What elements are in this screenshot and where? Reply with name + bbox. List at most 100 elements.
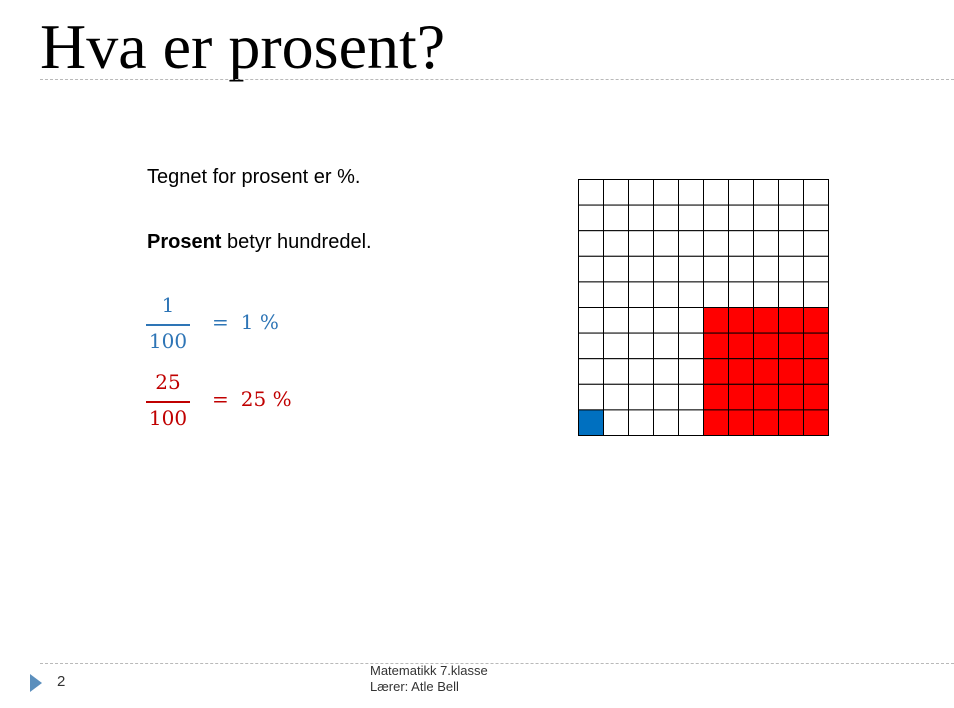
slide-title: Hva er prosent?	[40, 11, 446, 82]
grid-cell	[653, 307, 679, 334]
grid-cell	[628, 179, 654, 206]
keyword-prosent: Prosent	[147, 231, 222, 253]
grid-cell	[753, 409, 779, 436]
grid-cell	[578, 409, 604, 436]
equation-result-group: = 1 %	[212, 310, 279, 334]
grid-cell	[728, 204, 754, 232]
grid-cell	[628, 204, 654, 232]
grid-cell	[728, 255, 754, 283]
grid-cell	[703, 358, 729, 385]
equation-result: 25 %	[240, 387, 292, 411]
grid-cell	[728, 358, 754, 385]
grid-cell	[753, 204, 779, 232]
grid-cell	[578, 332, 604, 360]
grid-cell	[778, 307, 804, 334]
grid-cell	[778, 230, 804, 257]
grid-cell	[803, 358, 829, 385]
grid-cell	[703, 179, 729, 206]
grid-cell	[778, 204, 804, 232]
grid-cell	[803, 281, 829, 309]
grid-cell	[578, 204, 604, 232]
grid-cell	[578, 383, 604, 411]
grid-cell	[578, 307, 604, 334]
footer-course: Matematikk 7.klasse	[370, 663, 488, 678]
grid-cell	[603, 409, 629, 436]
grid-cell	[603, 204, 629, 232]
grid-cell	[603, 281, 629, 309]
grid-cell	[578, 358, 604, 385]
grid-cell	[653, 204, 679, 232]
grid-cell	[628, 358, 654, 385]
footer-info: Matematikk 7.klasse Lærer: Atle Bell	[370, 663, 488, 695]
grid-cell	[628, 307, 654, 334]
grid-cell	[753, 307, 779, 334]
grid-cell	[728, 179, 754, 206]
equals-sign: =	[212, 310, 229, 334]
grid-cell	[603, 255, 629, 283]
grid-cell	[703, 281, 729, 309]
grid-cell	[628, 383, 654, 411]
grid-cell	[578, 230, 604, 257]
grid-cell	[728, 409, 754, 436]
grid-cell	[778, 255, 804, 283]
grid-cell	[753, 230, 779, 257]
grid-cell	[803, 307, 829, 334]
equation-denominator: 100	[148, 406, 188, 430]
grid-cell	[628, 230, 654, 257]
hundred-grid	[578, 179, 829, 436]
grid-cell	[778, 358, 804, 385]
grid-cell	[778, 179, 804, 206]
definition-line-symbol: Tegnet for prosent er %.	[147, 166, 361, 188]
equation-numerator: 1	[161, 293, 175, 317]
equals-sign: =	[212, 387, 229, 411]
grid-cell	[628, 255, 654, 283]
grid-cell	[728, 307, 754, 334]
grid-cell	[653, 409, 679, 436]
grid-cell	[753, 255, 779, 283]
title-divider	[40, 79, 954, 80]
grid-cell	[678, 358, 704, 385]
grid-cell	[653, 281, 679, 309]
grid-cell	[778, 281, 804, 309]
grid-cell	[728, 281, 754, 309]
grid-cell	[603, 230, 629, 257]
grid-cell	[803, 332, 829, 360]
definition-line-meaning: Prosent betyr hundredel.	[147, 231, 372, 254]
footer-divider	[40, 663, 954, 664]
grid-cell	[803, 255, 829, 283]
grid-cell	[603, 179, 629, 206]
grid-cell	[728, 230, 754, 257]
grid-cell	[678, 409, 704, 436]
grid-cell	[578, 255, 604, 283]
fraction-bar	[146, 401, 190, 403]
grid-cell	[703, 255, 729, 283]
grid-cell	[803, 230, 829, 257]
grid-cell	[603, 307, 629, 334]
grid-cell	[778, 409, 804, 436]
grid-cell	[778, 332, 804, 360]
grid-cell	[628, 332, 654, 360]
equation-numerator: 25	[155, 370, 181, 394]
grid-cell	[603, 332, 629, 360]
equation-result-group: = 25 %	[212, 387, 292, 411]
grid-cell	[678, 255, 704, 283]
grid-cell	[653, 230, 679, 257]
grid-cell	[753, 383, 779, 411]
grid-cell	[678, 281, 704, 309]
grid-cell	[578, 281, 604, 309]
grid-cell	[653, 255, 679, 283]
grid-cell	[728, 383, 754, 411]
slide-bullet-arrow-icon	[30, 674, 42, 692]
grid-cell	[753, 332, 779, 360]
grid-cell	[678, 179, 704, 206]
grid-cell	[753, 358, 779, 385]
grid-cell	[778, 383, 804, 411]
grid-cell	[753, 281, 779, 309]
footer-teacher: Lærer: Atle Bell	[370, 679, 459, 694]
grid-cell	[653, 383, 679, 411]
equation-denominator: 100	[148, 329, 188, 353]
grid-cell	[703, 383, 729, 411]
grid-cell	[603, 358, 629, 385]
grid-cell	[703, 409, 729, 436]
grid-cell	[678, 307, 704, 334]
